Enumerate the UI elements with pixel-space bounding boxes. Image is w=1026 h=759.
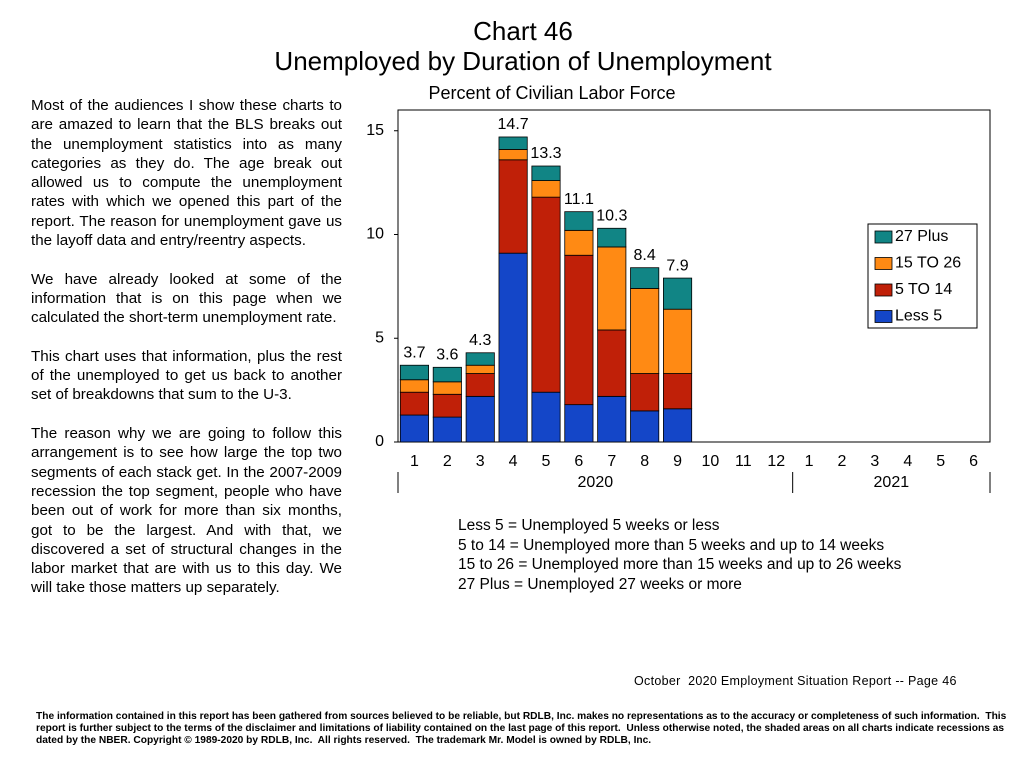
x-group-label: 2020: [578, 474, 614, 491]
bar-segment: [663, 277, 693, 310]
page-footer: October 2020 Employment Situation Report…: [634, 674, 957, 688]
x-tick-label: 10: [702, 453, 720, 470]
bar-segment: [630, 267, 660, 289]
legend-swatch: [874, 257, 893, 270]
chart-subtitle: Percent of Civilian Labor Force: [428, 83, 675, 103]
legend-label: 15 TO 26: [895, 255, 961, 272]
x-tick-label: 4: [509, 453, 518, 470]
bar-segment: [399, 391, 429, 416]
disclaimer: The information contained in this report…: [36, 711, 1010, 746]
legend-label: 5 TO 14: [895, 281, 952, 298]
total-label: 11.1: [564, 191, 594, 208]
bar-segment: [531, 165, 561, 181]
x-tick-label: 6: [969, 453, 978, 470]
bar-segment: [498, 149, 528, 161]
bar-segment: [531, 196, 561, 393]
x-tick-label: 5: [936, 453, 945, 470]
legend-label: 27 Plus: [895, 228, 948, 245]
definitions: Less 5 = Unemployed 5 weeks or less 5 to …: [458, 516, 901, 594]
bar-segment: [597, 395, 627, 443]
definition: 5 to 14 = Unemployed more than 5 weeks a…: [458, 536, 885, 554]
total-label: 7.9: [666, 257, 688, 274]
chart-number: Chart 46: [473, 16, 573, 46]
bar-segment: [531, 391, 561, 443]
definition: Less 5 = Unemployed 5 weeks or less: [458, 517, 720, 534]
bar-segment: [399, 364, 429, 381]
bar-segment: [432, 416, 462, 443]
chart-heading: Unemployed by Duration of Unemployment: [274, 46, 772, 76]
paragraph: Most of the audiences I show these chart…: [31, 97, 342, 250]
total-label: 14.7: [498, 116, 529, 133]
legend-swatch: [874, 283, 893, 297]
x-tick-label: 8: [640, 453, 649, 470]
legend-swatch: [874, 310, 893, 323]
bar-segment: [630, 410, 660, 443]
x-tick-label: 6: [574, 453, 583, 470]
bar-segment: [597, 329, 627, 397]
y-tick-label: 5: [375, 329, 384, 346]
bar-segment: [432, 393, 462, 418]
total-label: 4.3: [469, 332, 491, 349]
bar-segment: [498, 136, 528, 150]
y-tick-label: 0: [375, 433, 384, 450]
bar-segment: [564, 254, 594, 406]
plot-frame: [397, 109, 991, 443]
total-label: 13.3: [530, 145, 561, 162]
y-tick-label: 15: [366, 122, 384, 139]
bar-segment: [465, 352, 495, 366]
bar-segment: [630, 288, 660, 374]
paragraph: We have already looked at some of the in…: [31, 270, 342, 327]
bar-segment: [564, 211, 594, 231]
definition: 15 to 26 = Unemployed more than 15 weeks…: [458, 556, 902, 573]
x-tick-label: 9: [673, 453, 682, 470]
definition: 27 Plus = Unemployed 27 weeks or more: [458, 575, 742, 593]
x-tick-label: 5: [542, 453, 551, 470]
bar-segment: [399, 379, 429, 393]
bar-segment: [465, 373, 495, 397]
x-tick-label: 4: [903, 453, 912, 470]
bar-segment: [465, 395, 495, 443]
x-tick-label: 2: [838, 453, 847, 470]
bar-segment: [663, 408, 693, 443]
paragraph: This chart uses that information, plus t…: [31, 347, 342, 404]
bar-segment: [498, 159, 528, 254]
x-tick-label: 1: [410, 453, 419, 470]
paragraph: The reason why we are going to follow th…: [31, 425, 342, 597]
commentary: Most of the audiences I show these chart…: [31, 96, 342, 617]
x-tick-label: 11: [735, 453, 752, 470]
x-tick-label: 3: [870, 453, 879, 470]
bar-segment: [597, 227, 627, 248]
legend-swatch: [874, 230, 893, 244]
bar-segment: [663, 308, 693, 374]
bar-segment: [465, 364, 495, 374]
bar-segment: [531, 180, 561, 198]
y-tick-label: 10: [366, 226, 384, 243]
title-block: Chart 46 Unemployed by Duration of Unemp…: [0, 16, 1026, 76]
legend-label: Less 5: [895, 308, 942, 325]
total-label: 10.3: [596, 207, 627, 224]
x-tick-label: 1: [805, 453, 814, 470]
bar-segment: [663, 373, 693, 410]
x-tick-label: 2: [443, 453, 452, 470]
x-tick-label: 12: [767, 453, 785, 470]
bar-segment: [630, 373, 660, 412]
x-tick-label: 7: [607, 453, 616, 470]
bar-segment: [597, 246, 627, 331]
bar-segment: [498, 252, 528, 443]
bar-segment: [564, 229, 594, 256]
total-label: 3.6: [436, 347, 458, 364]
x-tick-label: 3: [476, 453, 485, 470]
bar-segment: [399, 414, 429, 443]
bar-segment: [432, 381, 462, 395]
bar-segment: [432, 366, 462, 383]
total-label: 8.4: [634, 247, 656, 264]
bar-segment: [564, 404, 594, 443]
x-group-label: 2021: [874, 474, 910, 491]
total-label: 3.7: [403, 344, 425, 361]
